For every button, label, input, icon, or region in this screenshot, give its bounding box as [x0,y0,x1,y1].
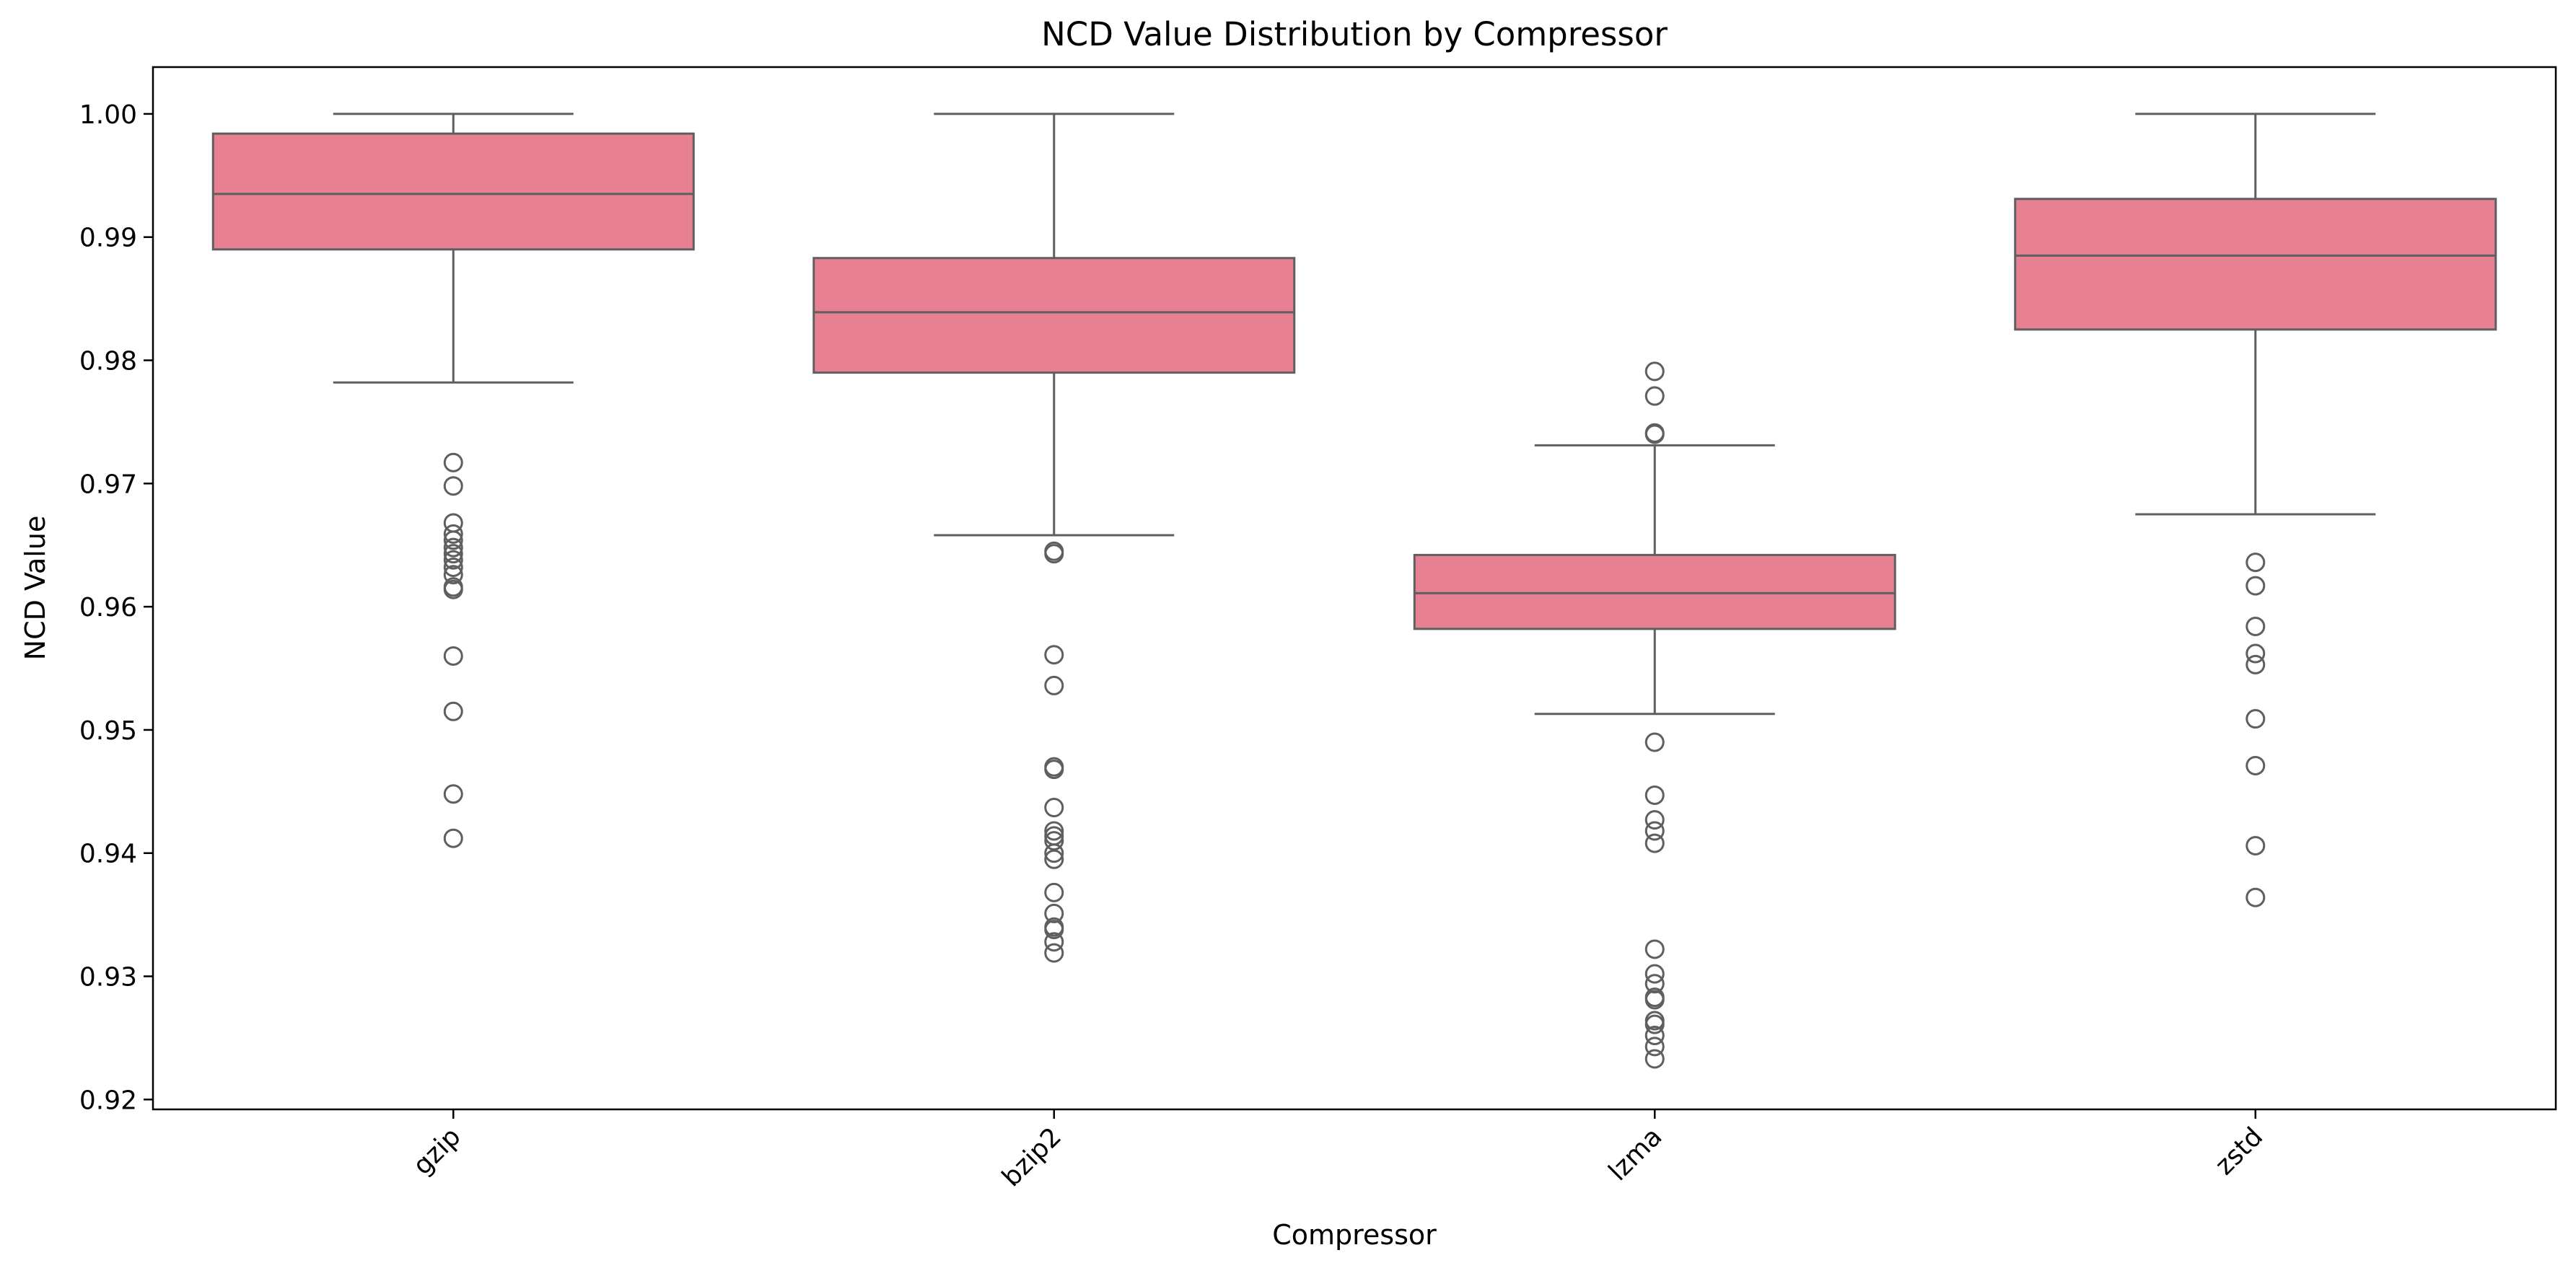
outlier-point [1044,849,1064,869]
outlier-point [1644,361,1665,382]
outlier-point [443,476,463,496]
outlier-point [2246,654,2266,674]
plot-frame [152,66,2557,1111]
outlier-point [1644,732,1665,752]
outlier-point [443,784,463,804]
iqr-box [2014,198,2497,331]
outlier-point [1044,943,1064,963]
y-tick-label: 0.99 [79,224,137,253]
outlier-point [443,524,463,544]
y-tick-label: 0.98 [79,347,137,377]
box-group-lzma [1413,361,1896,1069]
outlier-point [1044,544,1064,564]
outlier-point [2246,643,2266,664]
y-tick-label: 0.97 [79,470,137,499]
y-axis-label: NCD Value [19,516,51,661]
outlier-point [2246,887,2266,907]
boxes-layer [211,113,2497,1069]
outlier-point [2246,755,2266,775]
outlier-point [1044,821,1064,841]
outlier-point [1644,964,1665,984]
x-axis-label: Compressor [1272,1219,1437,1251]
outlier-point [1644,424,1665,444]
outlier-point [1644,939,1665,959]
outlier-point [443,579,463,599]
outlier-point [1644,785,1665,805]
outlier-point [443,557,463,577]
outlier-point [443,701,463,721]
iqr-box [211,132,695,251]
outlier-point [1044,760,1064,780]
outlier-point [1644,1037,1665,1057]
outlier-point [1044,645,1064,665]
outlier-point [1044,920,1064,940]
outlier-point [2246,553,2266,573]
outlier-point [443,550,463,570]
box-group-zstd [2014,113,2497,907]
iqr-box [1413,553,1896,630]
outlier-point [443,565,463,585]
outlier-point [1044,675,1064,695]
outlier-point [1644,1049,1665,1069]
outlier-point [1644,974,1665,994]
outlier-point [2246,616,2266,636]
outlier-point [1044,831,1064,851]
y-tick-label: 0.94 [79,840,137,869]
outlier-point [1644,833,1665,853]
y-axis-ticks: 0.92 0.93 0.94 0.95 0.96 0.97 0.98 0.99 1.00 [79,100,153,1115]
outlier-point [1644,990,1665,1010]
outlier-point [443,544,463,564]
outlier-point [1044,932,1064,952]
outlier-point [1044,882,1064,902]
y-tick-label: 0.95 [79,716,137,746]
box-group-bzip2 [812,113,1296,963]
outlier-point [1644,1014,1665,1034]
outlier-point [2246,835,2266,855]
outlier-point [443,452,463,472]
y-tick-label: 0.93 [79,963,137,993]
y-tick-label: 0.96 [79,593,137,622]
outlier-point [1644,1026,1665,1046]
outlier-point [1044,903,1064,923]
outlier-point [2246,709,2266,729]
outlier-point [443,646,463,666]
outlier-point [2246,576,2266,596]
y-tick-label: 0.92 [79,1086,137,1115]
outlier-point [1644,810,1665,830]
outlier-point [443,828,463,848]
outlier-point [443,530,463,550]
outlier-point [1644,821,1665,841]
outlier-point [443,537,463,558]
box-group-gzip [211,113,695,848]
y-tick-label: 1.00 [79,100,137,130]
iqr-box [812,257,1296,374]
outlier-point [1044,798,1064,818]
outlier-point [1644,386,1665,406]
outlier-point [1044,843,1064,863]
chart-title: NCD Value Distribution by Compressor [1041,15,1668,53]
